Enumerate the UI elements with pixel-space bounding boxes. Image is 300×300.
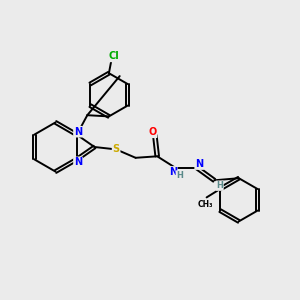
Text: N: N — [169, 167, 177, 177]
Text: H: H — [216, 181, 223, 190]
Text: N: N — [195, 159, 203, 169]
Text: S: S — [112, 144, 120, 154]
Text: Cl: Cl — [109, 51, 120, 62]
Text: N: N — [74, 157, 82, 167]
Text: CH₃: CH₃ — [197, 200, 213, 209]
Text: O: O — [148, 127, 157, 137]
Text: N: N — [74, 127, 82, 137]
Text: H: H — [176, 171, 183, 180]
